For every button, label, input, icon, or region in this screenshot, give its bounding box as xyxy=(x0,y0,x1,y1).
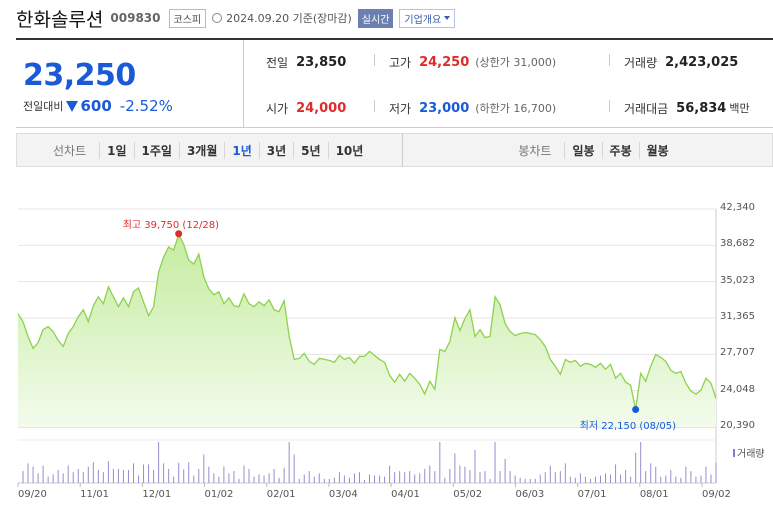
x-tick-label: 09/20 xyxy=(18,489,47,500)
stat-label: 거래대금 xyxy=(624,101,669,116)
divider xyxy=(402,133,404,167)
max-price-annotation: 최고 39,750 (12/28) xyxy=(123,216,219,231)
stat-value: 24,000 xyxy=(296,100,347,116)
volume-legend-label: 거래량 xyxy=(737,449,765,460)
max-label: 최고 39,750 (12/28) xyxy=(122,219,220,231)
volume-legend: 거래량 xyxy=(733,445,765,460)
volume-swatch xyxy=(733,448,735,457)
price-line xyxy=(17,233,717,410)
lower-limit: (하한가 16,700) xyxy=(475,102,557,115)
company-overview-dropdown[interactable]: 기업개요 xyxy=(399,8,456,28)
divider xyxy=(609,100,610,112)
stat-low: 저가 23,000 (하한가 16,700) xyxy=(389,98,556,118)
stat-label: 시가 xyxy=(266,101,289,116)
divider xyxy=(609,54,610,66)
stat-label: 고가 xyxy=(389,55,412,70)
max-marker xyxy=(175,230,183,238)
x-tick-label: 08/01 xyxy=(639,489,669,500)
down-triangle-icon xyxy=(66,100,79,112)
tab-5y[interactable]: 5년 xyxy=(293,141,327,159)
tab-weekly[interactable]: 주봉 xyxy=(601,141,639,159)
x-tick-label: 04/01 xyxy=(391,489,420,500)
x-tick-label: 11/01 xyxy=(80,489,109,500)
stock-name: 한화솔루션 xyxy=(16,8,104,31)
candle-chart-title: 봉차트 xyxy=(518,143,552,158)
company-overview-label: 기업개요 xyxy=(404,14,442,26)
stat-value: 56,834 xyxy=(676,100,727,116)
stat-unit: 백만 xyxy=(729,102,750,115)
base-date: 2024.09.20 기준(장마감) xyxy=(226,12,352,25)
x-tick-label: 12/01 xyxy=(142,489,172,500)
stock-code: 009830 xyxy=(110,11,161,25)
stat-label: 전일 xyxy=(266,55,289,70)
stat-high: 고가 24,250 (상한가 31,000) xyxy=(389,52,556,72)
stat-value: 23,850 xyxy=(296,54,347,70)
tab-3m[interactable]: 3개월 xyxy=(178,141,224,159)
line-chart-title: 선차트 xyxy=(53,143,87,158)
x-tick-label: 07/01 xyxy=(577,489,607,500)
upper-limit: (상한가 31,000) xyxy=(475,56,557,69)
stat-value: 2,423,025 xyxy=(665,54,739,70)
price-summary: 23,250 전일대비 600 -2.52% 전일 23,850 고가 24,2… xyxy=(16,38,773,128)
tab-1d[interactable]: 1일 xyxy=(99,141,133,159)
stat-prev-close: 전일 23,850 xyxy=(266,52,346,72)
stat-label: 저가 xyxy=(389,101,412,116)
x-tick-label: 06/03 xyxy=(515,489,545,500)
current-price: 23,250 xyxy=(23,58,136,93)
y-tick-label: 24,048 xyxy=(720,383,755,395)
change-value: 600 xyxy=(80,97,112,115)
divider xyxy=(374,100,375,112)
x-tick-label: 01/02 xyxy=(204,489,234,500)
stat-label: 거래량 xyxy=(624,55,658,70)
y-tick-label: 42,340 xyxy=(720,202,755,213)
tab-10y[interactable]: 10년 xyxy=(327,141,371,159)
tab-daily[interactable]: 일봉 xyxy=(564,141,601,159)
price-stats-grid: 전일 23,850 고가 24,250 (상한가 31,000) 거래량 2,4… xyxy=(244,40,773,127)
chart-period-tabs: 선차트 1일 1주일 3개월 1년 3년 5년 10년 봉차트 일봉 주봉 월봉 xyxy=(16,133,773,167)
tab-3y[interactable]: 3년 xyxy=(258,141,293,159)
price-chart[interactable]: 42,340 38,682 35,023 31,365 27,707 24,048 20,3… xyxy=(0,190,773,515)
price-area xyxy=(18,234,716,427)
x-tick-label: 05/02 xyxy=(453,489,483,500)
x-tick-label: 03/04 xyxy=(328,489,358,500)
stock-header: 한화솔루션 009830 코스피 2024.09.20 기준(장마감) 실시간 … xyxy=(16,4,456,32)
stat-open: 시가 24,000 xyxy=(266,98,346,118)
tab-1w[interactable]: 1주일 xyxy=(133,141,179,159)
current-price-panel: 23,250 전일대비 600 -2.52% xyxy=(16,40,244,127)
clock-icon xyxy=(212,13,223,23)
realtime-button[interactable]: 실시간 xyxy=(357,8,394,28)
min-marker xyxy=(632,406,640,414)
change-percent: -2.52% xyxy=(119,97,173,115)
line-chart-tabs: 선차트 1일 1주일 3개월 1년 3년 5년 10년 xyxy=(53,141,371,159)
tab-1y[interactable]: 1년 xyxy=(224,141,258,159)
stat-volume: 거래량 2,423,025 xyxy=(624,52,738,72)
y-tick-label: 35,023 xyxy=(720,274,755,286)
y-tick-label: 38,682 xyxy=(720,238,755,250)
y-tick-label: 27,707 xyxy=(720,347,755,359)
stat-value: 24,250 xyxy=(419,54,470,70)
change-label: 전일대비 xyxy=(23,100,64,113)
stat-trade-value: 거래대금 56,834 백만 xyxy=(624,98,750,118)
market-badge: 코스피 xyxy=(168,8,207,28)
price-chart-svg xyxy=(17,208,717,487)
chevron-down-icon xyxy=(444,16,451,20)
x-tick-label: 02/01 xyxy=(266,489,296,500)
x-tick-label: 09/02 xyxy=(702,489,731,500)
candle-chart-tabs: 봉차트 일봉 주봉 월봉 xyxy=(518,141,676,159)
tab-monthly[interactable]: 월봉 xyxy=(638,141,676,159)
divider xyxy=(374,54,375,66)
min-price-annotation: 최저 22,150 (08/05) xyxy=(580,417,676,432)
y-tick-label: 20,390 xyxy=(720,420,755,431)
y-tick-label: 31,365 xyxy=(720,311,755,322)
price-change: 전일대비 600 -2.52% xyxy=(23,97,243,115)
min-label: 최저 22,150 (08/05) xyxy=(579,420,677,432)
stat-value: 23,000 xyxy=(419,100,470,116)
